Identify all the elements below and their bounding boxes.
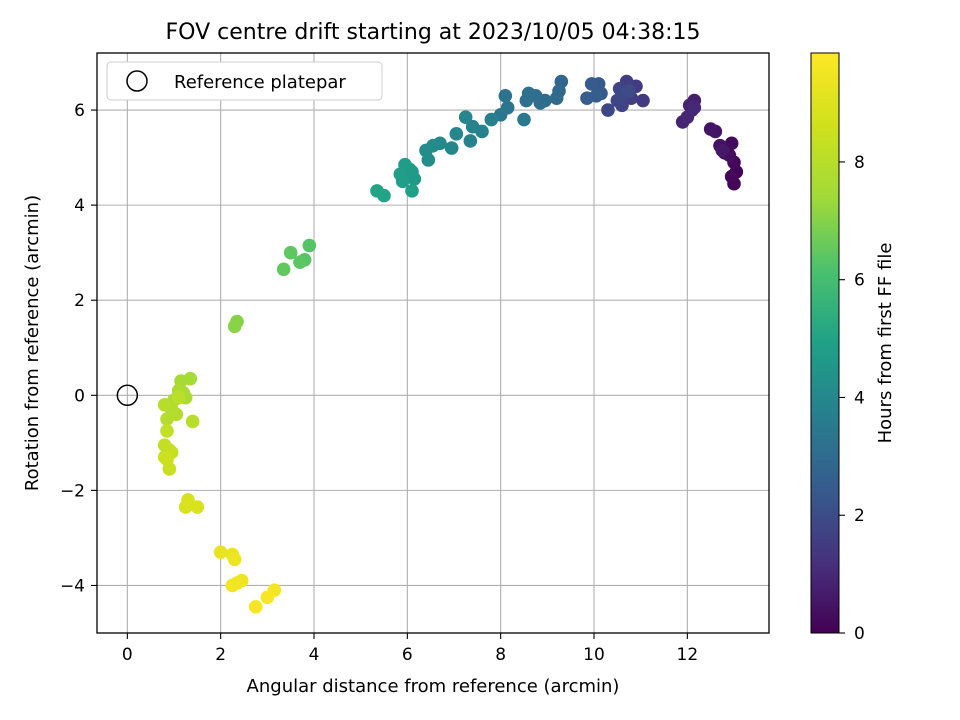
data-point <box>703 122 718 136</box>
data-points <box>157 74 744 614</box>
data-point <box>225 578 240 593</box>
legend-marker <box>126 70 148 92</box>
reference-point <box>116 384 139 407</box>
data-point <box>160 412 174 426</box>
y-tick-label: 2 <box>74 291 85 311</box>
data-point <box>549 91 564 105</box>
x-tick-label: 10 <box>583 645 605 665</box>
colorbar-ticks: 0 2 4 6 8 <box>839 153 865 644</box>
data-point <box>248 600 263 614</box>
colorbar-tick-label: 6 <box>854 271 865 291</box>
data-point <box>395 174 410 189</box>
x-tick-label: 6 <box>402 645 413 665</box>
x-tick-label: 2 <box>215 645 226 665</box>
data-point <box>260 590 275 605</box>
colorbar-tick-label: 0 <box>854 624 865 644</box>
data-point <box>601 103 615 117</box>
data-point <box>185 414 200 429</box>
colorbar-gradient <box>810 52 840 634</box>
data-point <box>421 153 436 167</box>
legend-box <box>106 61 383 101</box>
colorbar-tick-label: 4 <box>854 388 865 408</box>
colorbar: 0 2 4 6 8 Hours from first FF file <box>810 52 896 644</box>
data-point <box>276 262 291 277</box>
data-point <box>213 545 228 559</box>
data-point <box>444 141 459 155</box>
plot-frame <box>96 52 770 634</box>
data-point <box>302 238 317 253</box>
x-tick-label: 8 <box>495 645 506 665</box>
data-point <box>162 462 177 476</box>
data-point <box>463 134 478 148</box>
data-point <box>227 552 242 567</box>
data-point <box>190 500 205 514</box>
x-axis-ticks: 0 2 4 6 8 10 12 <box>122 633 698 665</box>
legend-label: Reference platepar <box>174 72 346 93</box>
data-point <box>498 88 513 103</box>
data-point <box>465 119 480 134</box>
data-point <box>622 84 636 98</box>
chart-title: FOV centre drift starting at 2023/10/05 … <box>166 20 701 45</box>
data-point <box>584 77 599 91</box>
data-point <box>227 319 242 334</box>
reference-marker <box>116 384 139 407</box>
y-axis-label: Rotation from reference (arcmin) <box>22 195 43 491</box>
data-point <box>687 100 702 115</box>
y-tick-label: 0 <box>74 386 85 406</box>
data-point <box>680 110 695 124</box>
colorbar-tick-label: 2 <box>854 506 865 526</box>
data-point <box>458 110 473 124</box>
y-tick-label: 6 <box>74 101 85 121</box>
data-point <box>484 112 499 127</box>
y-tick-label: −4 <box>60 576 85 596</box>
data-point <box>160 424 174 438</box>
data-point <box>405 184 419 198</box>
data-point <box>283 245 298 260</box>
x-tick-label: 0 <box>122 645 133 665</box>
data-point <box>171 390 186 405</box>
data-point <box>636 93 650 108</box>
colorbar-label: Hours from first FF file <box>875 243 896 444</box>
data-point <box>517 112 531 127</box>
data-point <box>157 398 172 412</box>
data-point <box>449 127 464 141</box>
grid-lines <box>97 53 769 633</box>
data-point <box>178 500 193 514</box>
data-point <box>370 184 384 198</box>
data-point <box>519 93 534 108</box>
data-point <box>724 169 739 184</box>
y-tick-label: −2 <box>60 481 85 501</box>
data-point <box>293 255 307 269</box>
data-point <box>724 136 739 151</box>
data-point <box>715 143 730 158</box>
data-point <box>157 450 172 464</box>
x-axis-label: Angular distance from reference (arcmin) <box>247 676 620 697</box>
y-axis-ticks: −4 −2 0 2 4 6 <box>60 101 97 596</box>
y-tick-label: 4 <box>74 196 85 216</box>
x-tick-label: 12 <box>677 645 699 665</box>
data-point <box>589 88 604 103</box>
legend: Reference platepar <box>106 61 383 101</box>
colorbar-tick-label: 8 <box>854 153 865 173</box>
x-tick-label: 4 <box>309 645 320 665</box>
